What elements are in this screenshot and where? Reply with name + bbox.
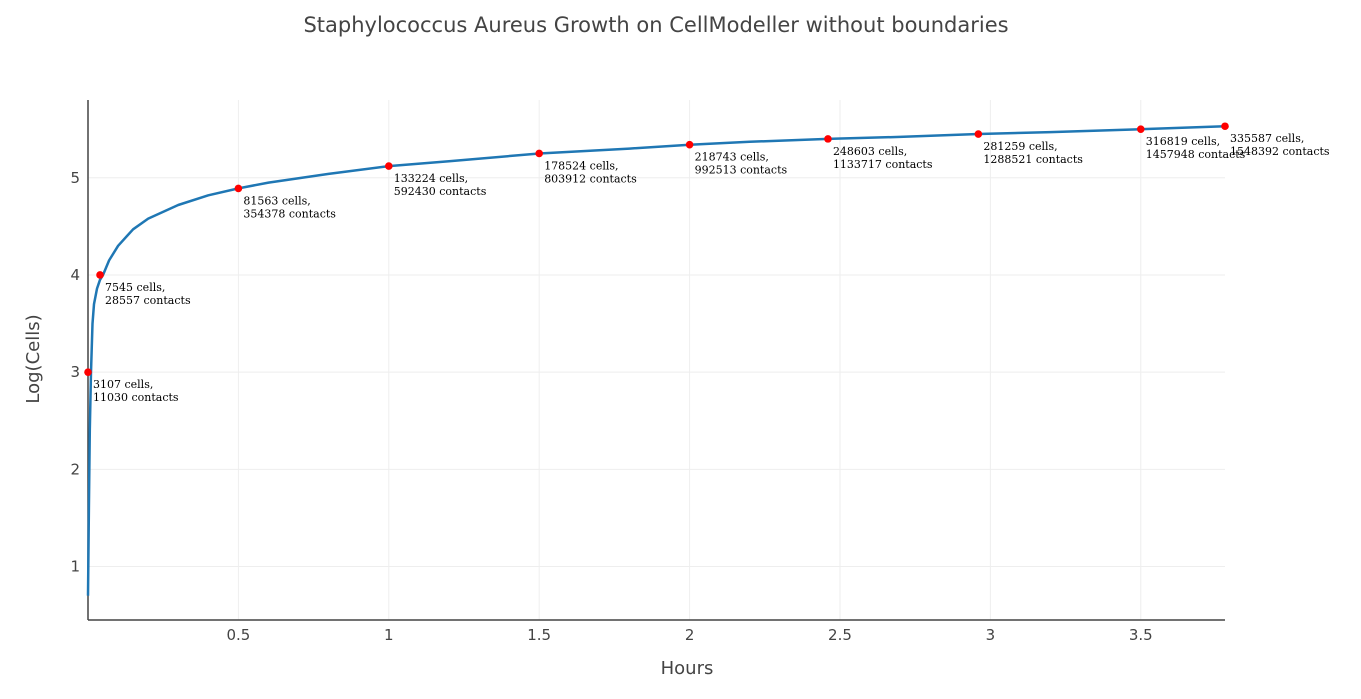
series	[86, 124, 1226, 596]
annotation-contacts: 1548392 contacts	[1230, 145, 1330, 158]
data-point	[84, 368, 92, 376]
x-tick-label: 0.5	[226, 626, 250, 644]
y-axis-title: Log(Cells)	[23, 314, 44, 403]
x-tick-label: 3	[986, 626, 996, 644]
x-tick-label: 1	[384, 626, 394, 644]
y-tick-label: 2	[70, 460, 80, 478]
annotation-cells: 218743 cells,	[695, 151, 769, 164]
y-tick-label: 4	[70, 266, 80, 284]
data-point	[234, 184, 243, 193]
annotation-contacts: 28557 contacts	[105, 294, 191, 307]
annotation-contacts: 803912 contacts	[544, 172, 637, 185]
annotation-contacts: 1288521 contacts	[983, 153, 1083, 166]
annotation-contacts: 992513 contacts	[695, 164, 788, 177]
chart-title: Staphylococcus Aureus Growth on CellMode…	[303, 13, 1008, 37]
x-axis-title: Hours	[661, 658, 714, 679]
annotations: 3107 cells,11030 contacts 7545 cells,2855…	[93, 132, 1330, 404]
annotation-contacts: 1457948 contacts	[1146, 148, 1246, 161]
annotation-cells: 248603 cells,	[833, 145, 907, 158]
annotation-cells: 316819 cells,	[1146, 135, 1220, 148]
annotation-cells: 133224 cells,	[394, 172, 468, 185]
annotation-contacts: 354378 contacts	[243, 207, 336, 220]
annotation-cells: 178524 cells,	[544, 159, 618, 172]
y-tick-label: 1	[70, 558, 80, 576]
data-markers	[84, 122, 1229, 376]
annotation-cells: 281259 cells,	[983, 140, 1057, 153]
y-tick-label: 5	[70, 169, 80, 187]
annotation-cells: 7545 cells,	[105, 281, 165, 294]
annotation-contacts: 1133717 contacts	[833, 158, 933, 171]
annotation-cells: 81563 cells,	[243, 194, 310, 207]
grid	[88, 100, 1225, 620]
data-point	[685, 140, 694, 149]
annotation-contacts: 11030 contacts	[93, 391, 179, 404]
x-tick-label: 3.5	[1129, 626, 1153, 644]
annotation-contacts: 592430 contacts	[394, 185, 487, 198]
data-point	[96, 271, 104, 279]
x-tick-label: 2	[685, 626, 695, 644]
data-point	[974, 130, 983, 138]
annotation-cells: 3107 cells,	[93, 378, 153, 391]
tick-labels: 0.5 1 1.5 2 2.5 3 3.5 1 2 3 4 5	[70, 169, 1152, 644]
data-point	[384, 162, 393, 170]
annotation-cells: 335587 cells,	[1230, 132, 1304, 145]
data-point	[824, 135, 832, 143]
y-tick-label: 3	[70, 363, 80, 381]
data-point	[1136, 125, 1145, 133]
x-tick-label: 2.5	[828, 626, 852, 644]
data-point	[535, 149, 543, 158]
data-point	[1221, 122, 1229, 131]
x-tick-label: 1.5	[527, 626, 551, 644]
growth-line	[86, 124, 1226, 596]
